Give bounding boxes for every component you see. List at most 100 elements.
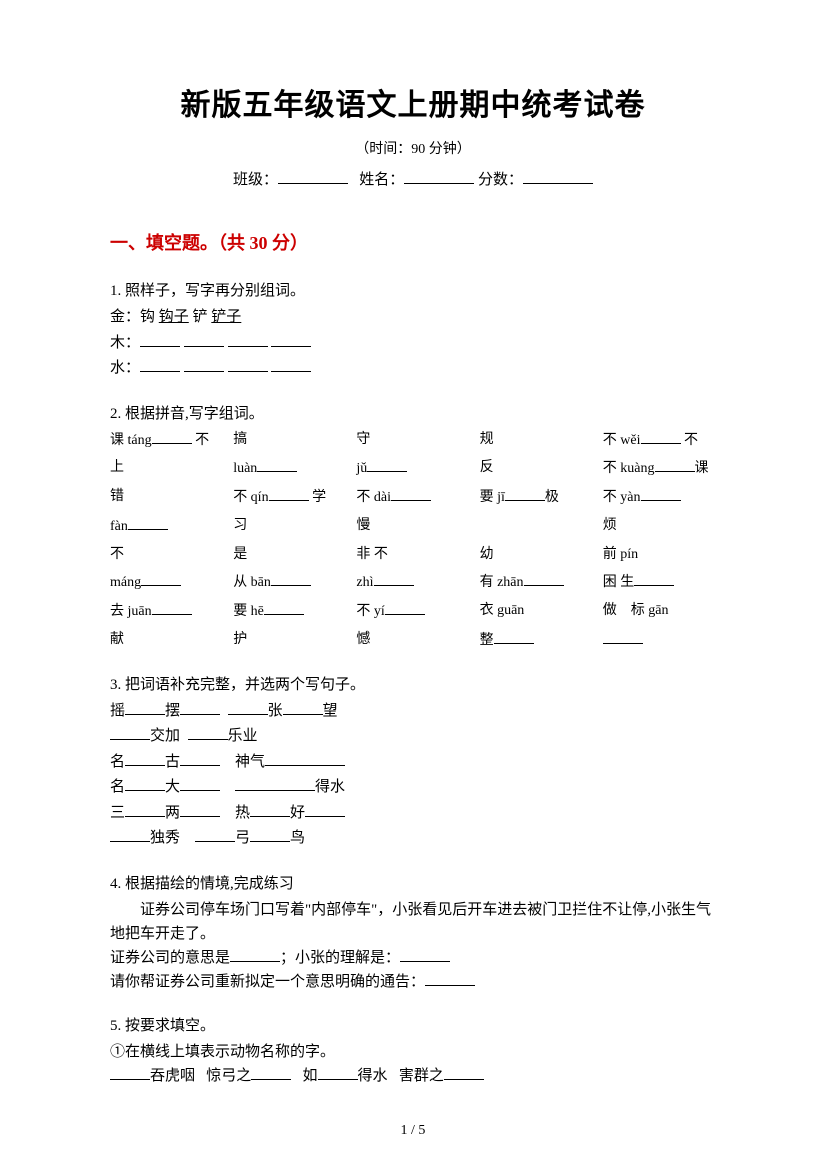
q2-text: jǔ	[356, 461, 367, 476]
q1-blank[interactable]	[140, 331, 180, 347]
q3-blank[interactable]	[305, 750, 345, 766]
q3-blank[interactable]	[195, 826, 235, 842]
q2-blank[interactable]	[271, 570, 311, 586]
q3-text: 两	[165, 805, 180, 821]
q2-text: 是	[233, 547, 247, 562]
q2-blank[interactable]	[634, 570, 674, 586]
q3-blank[interactable]	[110, 826, 150, 842]
q3-blank[interactable]	[125, 699, 165, 715]
q2-text: 从 bān	[233, 575, 271, 590]
q3-blank[interactable]	[125, 750, 165, 766]
q2-grid: 课 táng 不 搞 守 规 不 wěi 不 上 luàn jǔ 反 不 kuà…	[110, 428, 716, 653]
q5-label: 5. 按要求填空。	[110, 1014, 716, 1038]
q4-blank[interactable]	[400, 946, 450, 962]
name-blank[interactable]	[404, 166, 474, 184]
q3-blank[interactable]	[180, 775, 220, 791]
q3-text: 得水	[315, 779, 345, 795]
q4-blank[interactable]	[425, 970, 475, 986]
q3-label: 3. 把词语补充完整，并选两个写句子。	[110, 673, 716, 697]
q2-text: 守	[356, 432, 370, 447]
q2-blank[interactable]	[152, 599, 192, 615]
page-title: 新版五年级语文上册期中统考试卷	[110, 80, 716, 124]
score-label: 分数：	[478, 172, 523, 188]
q2-blank[interactable]	[152, 428, 192, 444]
q2-blank[interactable]	[367, 456, 407, 472]
q3-blank[interactable]	[180, 801, 220, 817]
q3-blank[interactable]	[283, 699, 323, 715]
q1-blank[interactable]	[228, 331, 268, 347]
section-1-header: 一、填空题。（共 30 分）	[110, 229, 716, 255]
q4-text: 证券公司的意思是	[110, 950, 230, 966]
q5-blank[interactable]	[318, 1064, 358, 1080]
q2-text: 错	[110, 489, 124, 504]
q3-text: 摇	[110, 703, 125, 719]
q2-text: 规	[480, 432, 494, 447]
q5-blank[interactable]	[110, 1064, 150, 1080]
q1-l2: 木：	[110, 335, 140, 351]
q5-blank[interactable]	[444, 1064, 484, 1080]
q2-text: 去 juān	[110, 604, 152, 619]
q1-blank[interactable]	[140, 356, 180, 372]
q2-blank[interactable]	[655, 456, 695, 472]
q2-blank[interactable]	[128, 514, 168, 530]
q4-scenario: 证券公司停车场门口写着"内部停车"，小张看见后开车进去被门卫拦住不让停,小张生气…	[110, 898, 716, 946]
q2-blank[interactable]	[385, 599, 425, 615]
q2-text: 憾	[356, 632, 370, 647]
score-blank[interactable]	[523, 166, 593, 184]
q2-blank[interactable]	[524, 570, 564, 586]
q4-text: 请你帮证券公司重新拟定一个意思明确的通告：	[110, 974, 425, 990]
q3-text: 望	[323, 703, 338, 719]
q3-blank[interactable]	[180, 750, 220, 766]
q1-blank[interactable]	[184, 356, 224, 372]
q3-blank[interactable]	[125, 775, 165, 791]
question-5: 5. 按要求填空。 ①在横线上填表示动物名称的字。 吞虎咽 惊弓之 如得水 害群…	[110, 1014, 716, 1090]
q3-text: 摆	[165, 703, 180, 719]
q3-blank[interactable]	[265, 750, 305, 766]
q3-text: 鸟	[290, 830, 305, 846]
q1-blank[interactable]	[228, 356, 268, 372]
q3-blank[interactable]	[188, 724, 228, 740]
q2-text: 整	[480, 633, 494, 648]
q2-blank[interactable]	[603, 628, 643, 644]
q2-blank[interactable]	[494, 628, 534, 644]
q2-blank[interactable]	[391, 485, 431, 501]
q1-l1c: 铲	[189, 309, 212, 325]
q3-blank[interactable]	[275, 775, 315, 791]
question-1: 1. 照样子，写字再分别组词。 金：钩 钩子 铲 铲子 木： 水：	[110, 279, 716, 382]
q3-blank[interactable]	[110, 724, 150, 740]
q2-text: 非	[356, 547, 370, 562]
q4-blank[interactable]	[230, 946, 280, 962]
q1-content: 金：钩 钩子 铲 铲子 木： 水：	[110, 305, 716, 382]
q2-blank[interactable]	[264, 599, 304, 615]
class-blank[interactable]	[278, 166, 348, 184]
q2-label: 2. 根据拼音,写字组词。	[110, 402, 716, 426]
q2-text: 不	[195, 433, 209, 448]
q5-blank[interactable]	[251, 1064, 291, 1080]
q2-text: 不 dài	[356, 490, 391, 505]
q2-blank[interactable]	[269, 485, 309, 501]
q2-blank[interactable]	[505, 485, 545, 501]
q3-blank[interactable]	[250, 826, 290, 842]
q2-blank[interactable]	[374, 570, 414, 586]
q3-blank[interactable]	[235, 775, 275, 791]
q3-blank[interactable]	[250, 801, 290, 817]
q2-text: 要 hē	[233, 604, 264, 619]
q3-blank[interactable]	[125, 801, 165, 817]
q1-blank[interactable]	[271, 356, 311, 372]
q2-blank[interactable]	[257, 456, 297, 472]
q5-text: 如	[303, 1068, 318, 1084]
info-line: 班级： 姓名： 分数：	[110, 166, 716, 189]
q2-text: fàn	[110, 519, 128, 534]
q2-text: 烦	[603, 518, 617, 533]
q3-blank[interactable]	[180, 699, 220, 715]
q3-blank[interactable]	[305, 801, 345, 817]
q1-l1a: 金：钩	[110, 309, 159, 325]
q3-blank[interactable]	[228, 699, 268, 715]
name-label: 姓名：	[359, 172, 404, 188]
q1-label: 1. 照样子，写字再分别组词。	[110, 279, 716, 303]
q1-blank[interactable]	[184, 331, 224, 347]
q2-blank[interactable]	[141, 570, 181, 586]
q1-blank[interactable]	[271, 331, 311, 347]
q2-blank[interactable]	[641, 485, 681, 501]
q2-blank[interactable]	[641, 428, 681, 444]
